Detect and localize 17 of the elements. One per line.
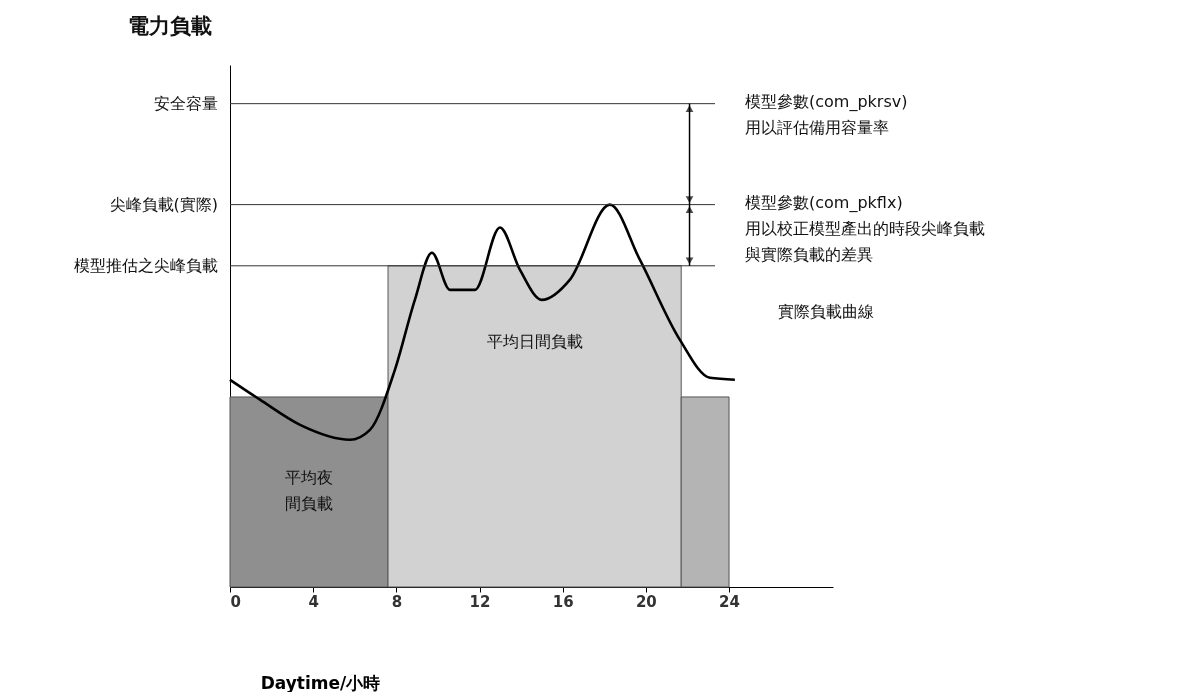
text: 電力負載 [128,14,212,38]
x-tick-label: 12 [469,592,491,611]
x-axis-title: Daytime/小時 [260,672,381,692]
annotation: 平均日間負載 [486,332,583,352]
ref-line-label: 尖峰負載(實際) [109,194,218,214]
text: 模型參數(com_pkrsv) 用以評估備用容量率 [745,91,908,137]
x-tick-label: 24 [719,592,740,611]
ref-line-label: 模型推估之尖峰負載 [74,255,218,275]
x-tick-label: 20 [635,592,657,611]
ref-line-label: 安全容量 [154,93,218,113]
annotation: 實際負載曲線 [778,301,874,321]
x-tick-label: 4 [308,592,319,611]
x-tick-label: 0 [230,592,241,611]
x-tick-label: 16 [552,592,574,611]
x-tick-label: 8 [391,592,403,611]
annotation: 模型參數(com_pkflx) 用以校正模型產出的時段尖峰負載與實際負載的差異 [745,192,985,264]
annotation: 平均夜間負載 [285,468,334,514]
